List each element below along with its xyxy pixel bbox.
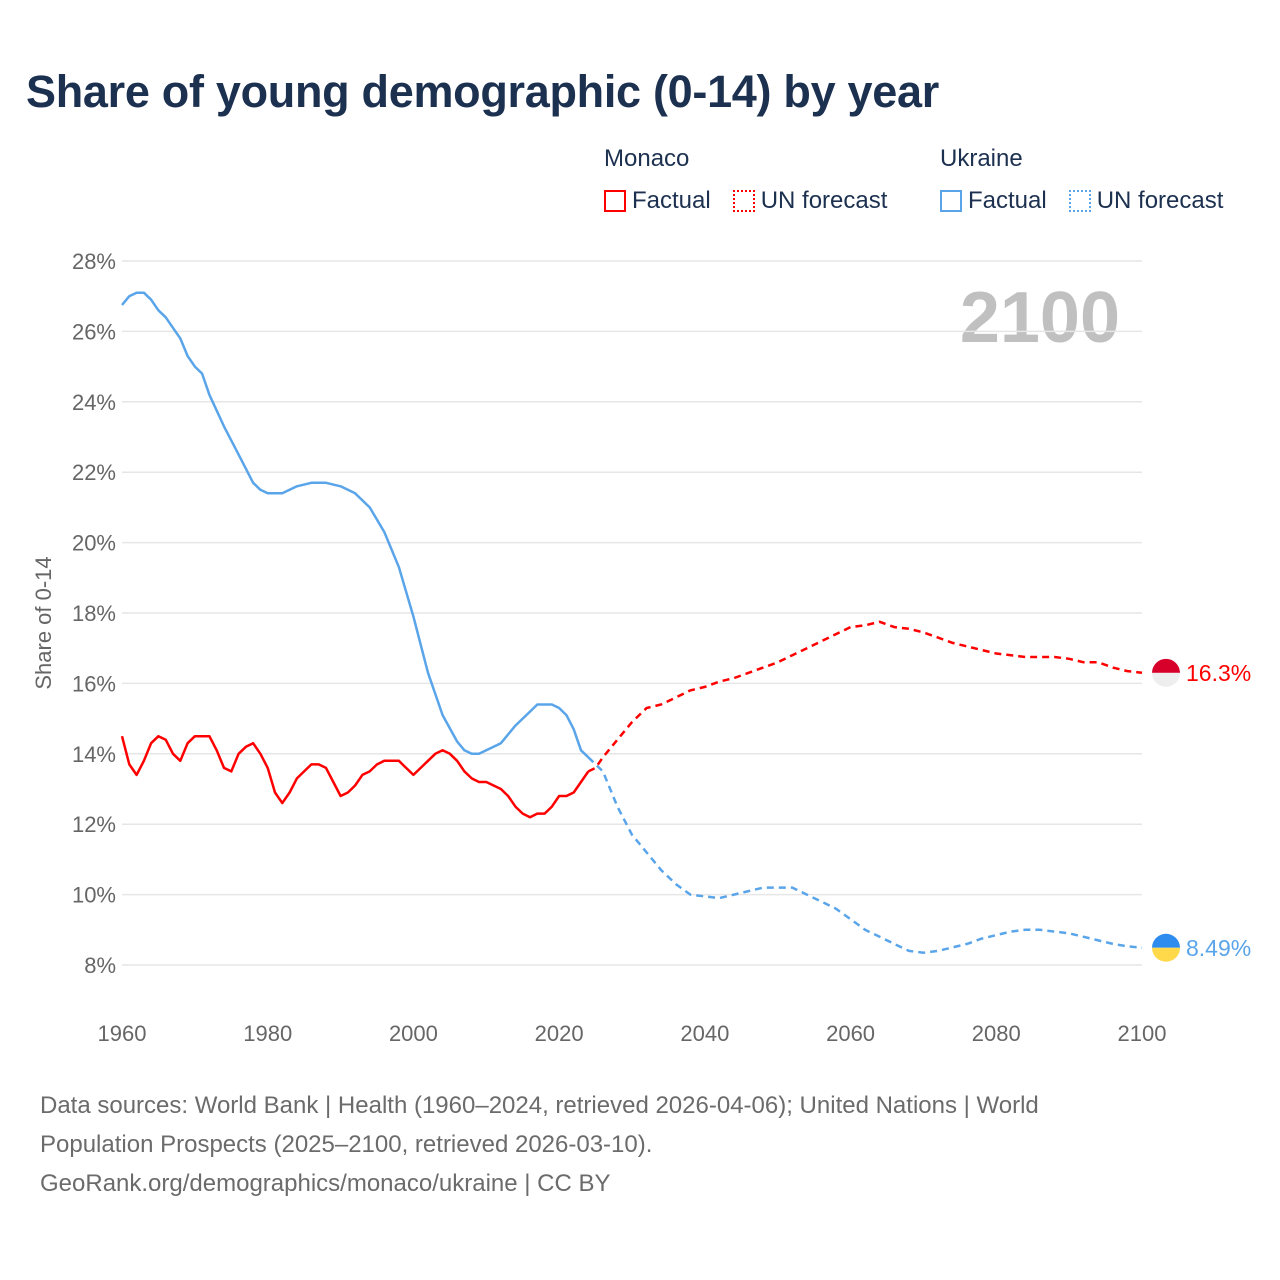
ukraine-flag-icon [1152, 933, 1181, 948]
y-tick-label: 8% [84, 953, 116, 978]
monaco-flag-icon [1152, 672, 1181, 687]
chart-title: Share of young demographic (0-14) by yea… [26, 66, 939, 117]
footer-credit-link[interactable]: GeoRank.org/demographics/monaco/ukraine … [40, 1170, 611, 1197]
x-tick-label: 1980 [243, 1021, 292, 1046]
legend-label: UN forecast [760, 187, 888, 214]
legend-monaco: Monaco Factual UN forecast [604, 145, 903, 215]
legend-group-label: Monaco [604, 145, 690, 172]
y-tick-label: 12% [72, 812, 116, 837]
x-tick-label: 2080 [972, 1021, 1021, 1046]
ukraine-flag-icon [1152, 947, 1181, 962]
y-tick-label: 26% [72, 319, 116, 344]
monaco-factual-line [120, 734, 590, 819]
monaco-flag-icon [1152, 658, 1181, 673]
line-chart: 2100 Share of 0-14 8% 10% 12% 14% 16% 18% 20% 2… [31, 249, 1251, 1046]
footer: Data sources: World Bank | Health (1960–… [40, 1086, 1200, 1203]
y-tick-label: 20% [72, 531, 116, 556]
x-tick-label: 2060 [826, 1021, 875, 1046]
monaco-end-label: 16.3% [1186, 660, 1251, 686]
ukraine-factual-line [121, 291, 590, 759]
legend-swatch-dotted [1068, 190, 1091, 212]
x-tick-label: 2000 [389, 1021, 438, 1046]
legend-item-monaco-factual[interactable]: Factual [604, 187, 711, 215]
x-tick-label: 2100 [1118, 1021, 1167, 1046]
legend-label: UN forecast [1096, 187, 1224, 214]
ukraine-end-label: 8.49% [1186, 935, 1251, 961]
y-tick-label: 16% [72, 671, 116, 696]
y-tick-label: 28% [72, 249, 116, 274]
legend-item-monaco-forecast[interactable]: UN forecast [732, 187, 888, 215]
legend-ukraine: Ukraine Factual UN forecast [940, 145, 1239, 215]
y-tick-label: 14% [72, 742, 116, 767]
legend-swatch-solid [940, 190, 962, 212]
legend-swatch-solid [604, 190, 626, 212]
legend-item-ukraine-factual[interactable]: Factual [940, 187, 1047, 215]
monaco-forecast-line [587, 620, 1143, 773]
y-tick-label: 10% [72, 883, 116, 908]
legend-group-label: Ukraine [940, 145, 1023, 172]
legend-item-ukraine-forecast[interactable]: UN forecast [1068, 187, 1224, 215]
footer-sources-1: Data sources: World Bank | Health (1960–… [40, 1092, 1039, 1119]
y-axis-label: Share of 0-14 [31, 556, 56, 689]
legend-label: Factual [968, 187, 1047, 214]
x-tick-label: 2040 [680, 1021, 729, 1046]
y-tick-label: 22% [72, 460, 116, 485]
y-tick-label: 24% [72, 390, 116, 415]
year-watermark: 2100 [960, 278, 1120, 358]
legend-label: Factual [632, 187, 711, 214]
footer-sources-2: Population Prospects (2025–2100, retriev… [40, 1131, 653, 1158]
x-tick-label: 2020 [535, 1021, 584, 1046]
y-tick-label: 18% [72, 601, 116, 626]
ukraine-forecast-line [587, 756, 1143, 954]
x-tick-label: 1960 [98, 1021, 147, 1046]
legend-swatch-dotted [732, 190, 755, 212]
